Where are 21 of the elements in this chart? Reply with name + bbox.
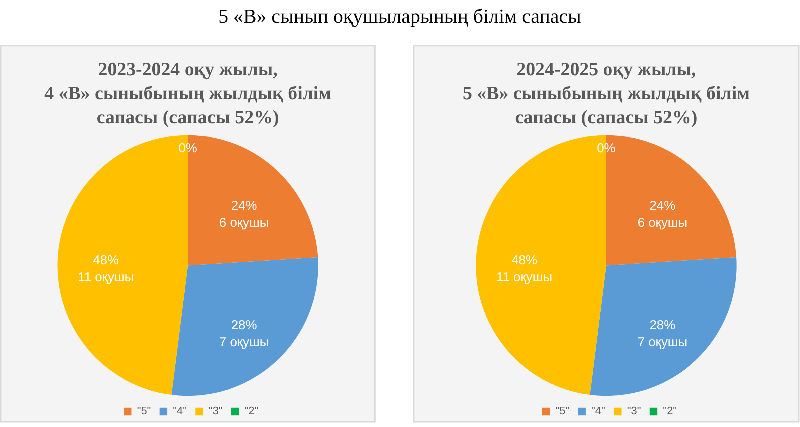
pie-slice bbox=[172, 258, 318, 396]
text: 0% bbox=[178, 140, 198, 156]
legend-label: "2" bbox=[244, 406, 259, 418]
chart-title: 2023-2024 оқу жылы, 4 «В» сыныбының жылдық білім сапасы (сапасы 52%) bbox=[44, 60, 332, 128]
legend-label: "5" bbox=[556, 406, 570, 418]
legend-label: "5" bbox=[137, 406, 152, 418]
chart-title: 2024-2025 оқу жылы, 5 «В» сыныбының жылдық білім сапасы (сапасы 52%) bbox=[462, 60, 750, 128]
legend-label: "4" bbox=[173, 406, 188, 418]
pie-slice bbox=[590, 258, 737, 396]
legend-label: "2" bbox=[663, 406, 678, 418]
data-label: 28% 7 оқушы bbox=[638, 318, 688, 350]
data-label: 48% 11 оқушы bbox=[78, 252, 134, 284]
legend-label: "3" bbox=[627, 406, 642, 418]
legend-label: "3" bbox=[208, 406, 223, 418]
text: 5 «В» сынып оқушыларының білім сапасы bbox=[218, 6, 582, 28]
text: 0% bbox=[597, 140, 616, 156]
data-label: 28% 7 оқушы bbox=[219, 318, 270, 350]
data-label: 24% 6 оқушы bbox=[219, 198, 270, 230]
data-label: 48% 11 оқушы bbox=[496, 252, 552, 284]
legend-label: "4" bbox=[592, 406, 606, 418]
data-label: 24% 6 оқушы bbox=[638, 198, 688, 230]
